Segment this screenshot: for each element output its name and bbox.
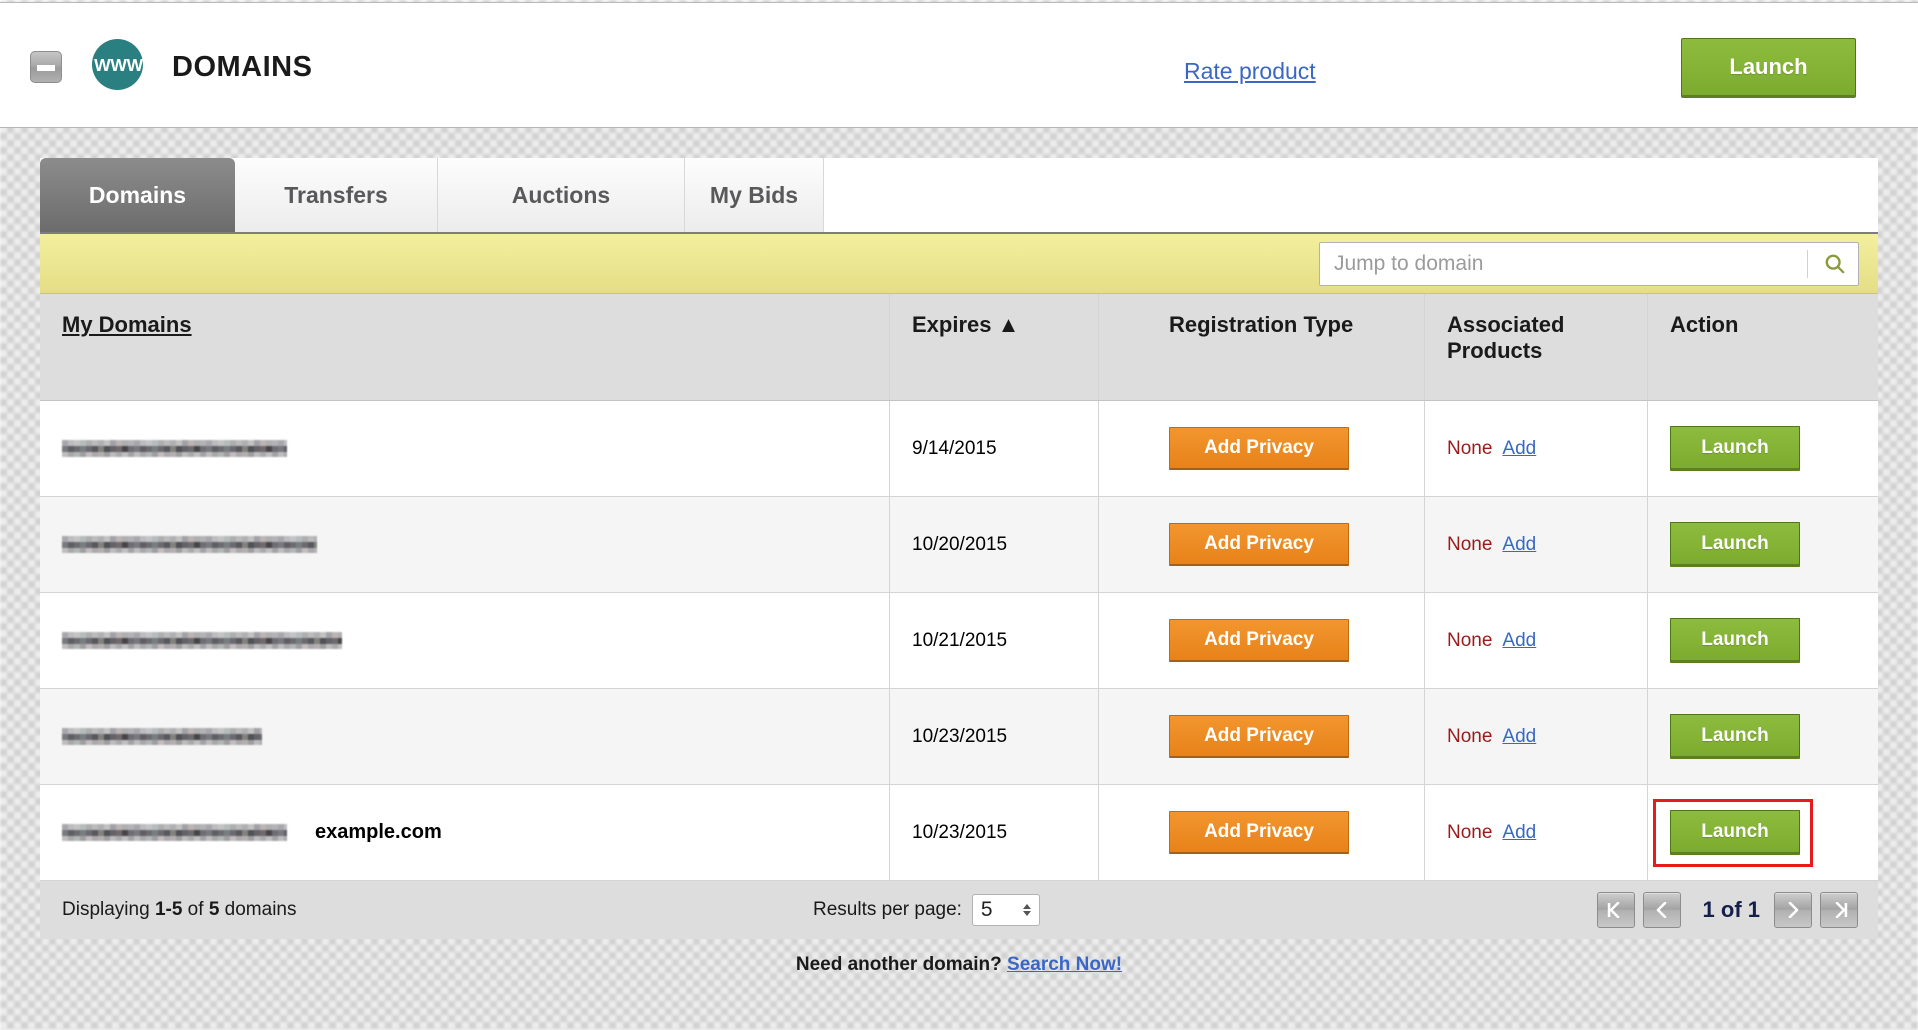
svg-text:WWW: WWW [94,55,143,75]
